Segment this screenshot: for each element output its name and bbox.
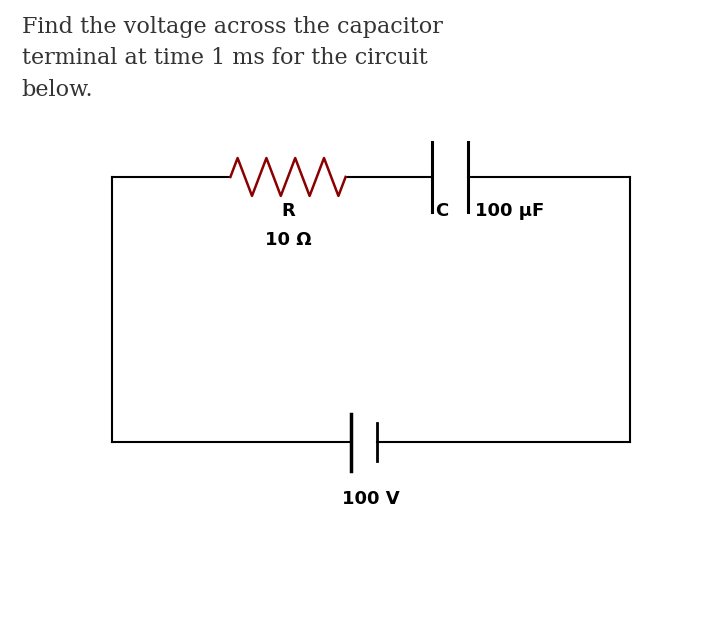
Text: Find the voltage across the capacitor: Find the voltage across the capacitor xyxy=(22,16,443,38)
Text: 10 Ω: 10 Ω xyxy=(265,231,311,248)
Text: 100 μF: 100 μF xyxy=(475,202,544,220)
Text: terminal at time 1 ms for the circuit: terminal at time 1 ms for the circuit xyxy=(22,47,428,70)
Text: R: R xyxy=(281,202,295,220)
Text: 100 V: 100 V xyxy=(342,490,400,507)
Text: C: C xyxy=(436,202,449,220)
Text: below.: below. xyxy=(22,79,93,101)
